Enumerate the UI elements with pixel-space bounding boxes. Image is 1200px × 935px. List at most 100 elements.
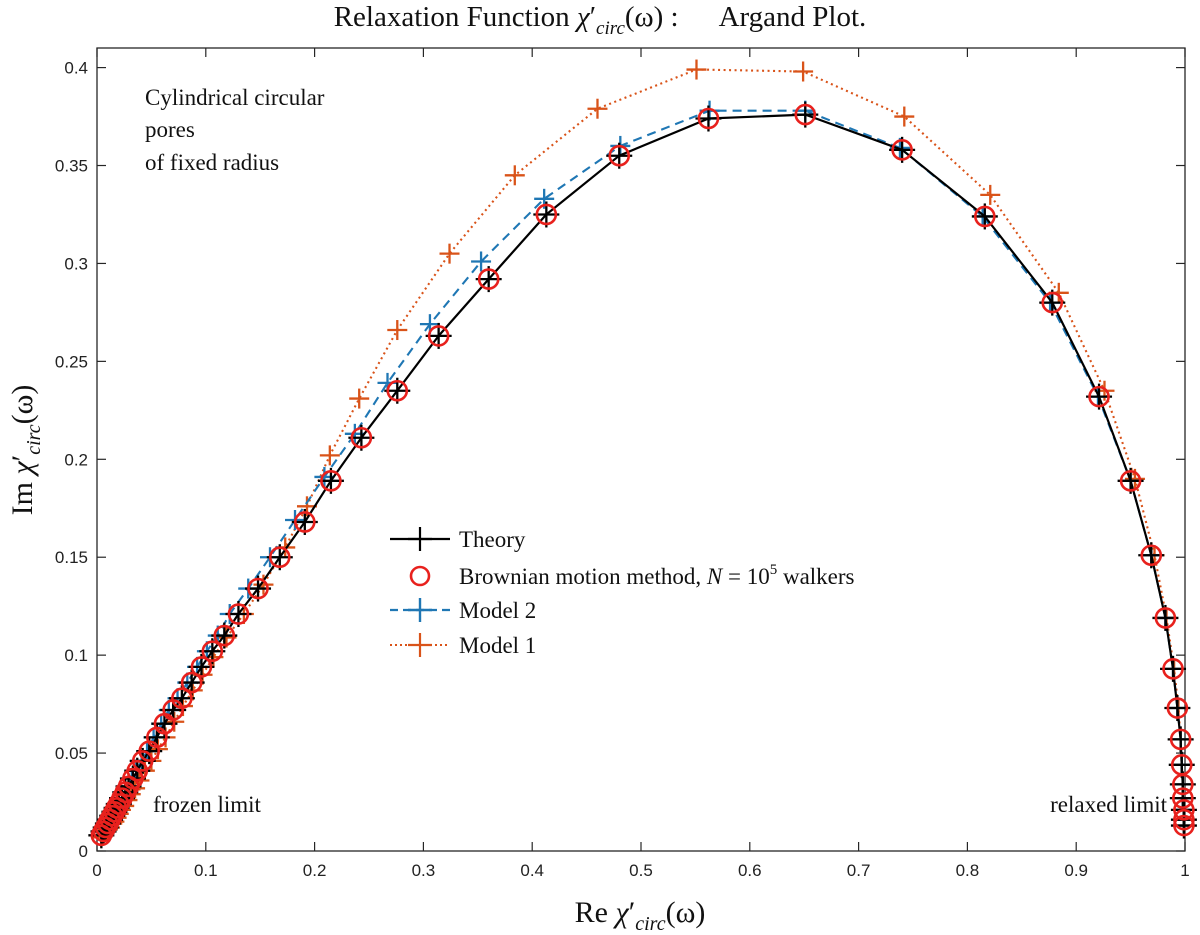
- legend-brownian-label: Brownian motion method, N = 105 walkers: [459, 562, 855, 589]
- legend-model2-swatch: [390, 598, 450, 622]
- data-point-brownian: [213, 624, 236, 647]
- y-axis-title: Im χ′circ(ω): [6, 385, 45, 516]
- x-tick-label: 0.8: [956, 861, 980, 880]
- series-brownian: [90, 103, 1195, 847]
- x-axis-prefix: Re: [575, 896, 616, 929]
- title-subscript: circ: [596, 18, 625, 39]
- y-tick-label: 0.05: [55, 744, 88, 763]
- data-point-model1: [894, 106, 915, 127]
- y-axis-argument: (ω): [6, 385, 39, 425]
- data-point-brownian: [386, 379, 409, 402]
- data-point-model1: [439, 243, 460, 264]
- x-tick-label: 1: [1180, 861, 1189, 880]
- annotation-pore-line3: of fixed radius: [145, 150, 279, 175]
- data-point-brownian: [180, 671, 203, 694]
- title-prime: ′: [590, 1, 596, 33]
- data-point-brownian: [697, 107, 720, 130]
- legend-brownian-prefix: Brownian motion method,: [459, 564, 707, 589]
- x-tick-label: 0: [92, 861, 101, 880]
- y-tick-label: 0.3: [64, 254, 88, 273]
- data-point-brownian: [477, 268, 500, 290]
- x-tick-label: 0.4: [520, 861, 544, 880]
- axis-ticks: [96, 48, 1186, 852]
- annotation-relaxed-limit: relaxed limit: [1050, 792, 1167, 817]
- title-suffix: Argand Plot.: [719, 1, 867, 33]
- legend-model2-label: Model 2: [459, 598, 536, 623]
- x-axis-prime: ′: [629, 896, 636, 929]
- data-point-brownian: [1169, 728, 1192, 751]
- legend: Theory Brownian motion method, N = 105 w…: [390, 527, 855, 658]
- data-point-brownian: [974, 205, 996, 228]
- data-point-brownian: [1041, 291, 1064, 314]
- y-tick-label: 0.2: [64, 450, 88, 469]
- data-point-brownian: [891, 139, 913, 161]
- y-tick-label: 0.35: [55, 157, 88, 176]
- x-axis-argument: (ω): [666, 896, 706, 929]
- data-point-brownian: [1154, 607, 1177, 629]
- legend-brownian-exp: 5: [770, 562, 778, 578]
- y-tick-label: 0.15: [55, 548, 88, 567]
- x-axis-symbol: χ: [612, 896, 629, 929]
- legend-brownian-swatch: [409, 565, 431, 587]
- x-tick-label: 0.2: [303, 861, 327, 880]
- y-axis-subscript: circ: [23, 424, 45, 454]
- y-axis-prefix: Im: [6, 475, 39, 516]
- legend-brownian-var: N: [706, 564, 724, 589]
- data-point-brownian: [1162, 658, 1184, 680]
- data-point-brownian: [1088, 385, 1110, 408]
- chart-title: Relaxation Function χ′circ(ω) : Argand Pl…: [334, 1, 867, 39]
- plot-area: [96, 47, 1186, 852]
- data-point-brownian: [320, 470, 342, 492]
- x-axis-title: Re χ′circ(ω): [575, 896, 706, 935]
- x-axis-subscript: circ: [635, 913, 665, 935]
- data-point-brownian: [1173, 808, 1195, 831]
- data-point-model1: [387, 320, 408, 341]
- x-tick-label: 0.9: [1064, 861, 1088, 880]
- y-axis-symbol: χ: [6, 461, 39, 478]
- data-point-brownian: [608, 144, 631, 167]
- data-point-brownian: [794, 103, 817, 126]
- data-point-brownian: [1172, 773, 1194, 796]
- axis-tick-labels: 0 0.1 0.2 0.3 0.4 0.5 0.6 0.7 0.8 0.9 1 0 0.05 0.1 0.1…: [55, 59, 1190, 880]
- y-tick-label: 0: [79, 842, 88, 861]
- title-argument: (ω) :: [625, 1, 679, 33]
- annotation-pore-line2: pores: [145, 117, 195, 142]
- data-point-brownian: [1172, 787, 1194, 809]
- data-point-model1: [319, 445, 340, 466]
- y-tick-label: 0.1: [64, 646, 88, 665]
- title-symbol: χ: [574, 1, 591, 33]
- data-point-brownian: [427, 325, 450, 347]
- data-point-model1: [349, 388, 370, 409]
- data-point-brownian: [294, 511, 316, 533]
- data-point-brownian: [1140, 544, 1163, 567]
- annotation-frozen-limit: frozen limit: [153, 792, 262, 817]
- data-point-model1: [587, 98, 608, 119]
- data-point-brownian: [1173, 814, 1195, 837]
- data-point-model2: [471, 251, 492, 272]
- legend-brownian-eq: = 10: [722, 564, 769, 589]
- data-point-model1: [793, 61, 814, 82]
- data-point-model1: [253, 574, 274, 595]
- data-point-brownian: [171, 687, 193, 710]
- x-tick-label: 0.1: [194, 861, 218, 880]
- y-axis-prime: ′: [6, 455, 39, 462]
- data-point-model1: [504, 165, 525, 186]
- y-tick-label: 0.25: [55, 352, 88, 371]
- x-tick-label: 0.3: [412, 861, 436, 880]
- data-point-brownian: [227, 603, 250, 625]
- data-point-brownian: [1166, 697, 1189, 719]
- data-point-brownian: [201, 640, 224, 663]
- data-point-brownian: [268, 546, 291, 569]
- x-tick-label: 0.7: [847, 861, 871, 880]
- data-point-model1: [686, 59, 707, 80]
- data-point-brownian: [535, 203, 558, 226]
- title-main: Relaxation Function: [334, 1, 577, 33]
- legend-model1-swatch: [390, 633, 450, 657]
- data-point-brownian: [247, 577, 269, 600]
- data-point-brownian: [350, 426, 373, 449]
- legend-brownian-suffix: walkers: [777, 564, 854, 589]
- data-point-brownian: [190, 656, 213, 678]
- x-tick-label: 0.5: [629, 861, 653, 880]
- legend-theory-label: Theory: [459, 527, 526, 552]
